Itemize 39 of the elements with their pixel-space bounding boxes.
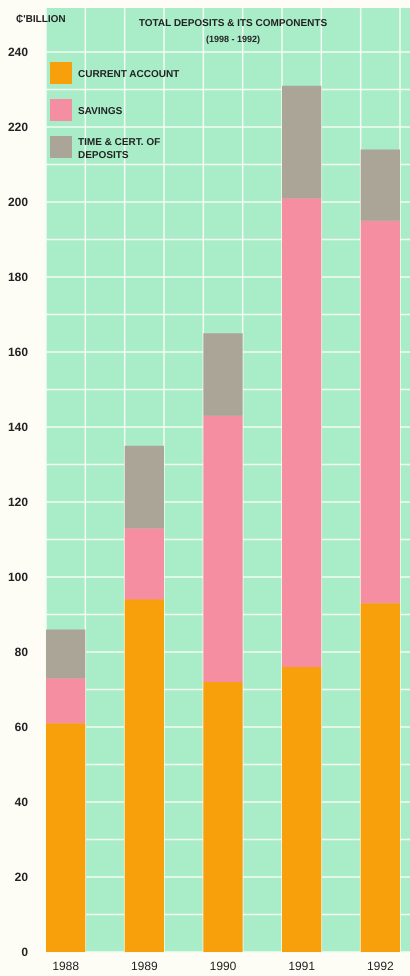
x-tick-label: 1992 (366, 959, 394, 973)
x-tick-label: 1989 (130, 959, 158, 973)
chart-subtitle: (1998 - 1992) (206, 34, 260, 44)
bar (124, 600, 164, 952)
y-tick-label: 140 (8, 420, 28, 434)
y-tick-label: 120 (8, 495, 28, 510)
y-tick-label: 240 (8, 45, 28, 60)
bar (124, 528, 164, 600)
bar (203, 333, 243, 416)
y-tick-label: 220 (8, 120, 28, 134)
y-tick-label: 160 (8, 345, 28, 360)
y-tick-label: 60 (14, 720, 28, 734)
bar (360, 603, 400, 952)
y-tick-label: 0 (21, 945, 28, 960)
bar (360, 220, 400, 604)
bar (282, 198, 322, 667)
y-tick-label: 180 (8, 270, 28, 284)
bar (203, 682, 243, 952)
y-tick-label: 80 (14, 645, 28, 660)
y-axis-title: ₵'BILLION (16, 14, 66, 25)
chart-title: TOTAL DEPOSITS & ITS COMPONENTS (138, 18, 328, 29)
x-tick-label: 1990 (210, 959, 237, 973)
legend-label: SAVINGS (78, 106, 123, 117)
y-tick-label: 40 (14, 795, 28, 810)
y-tick-label: 20 (14, 870, 28, 884)
legend-label: CURRENT ACCOUNT (78, 69, 180, 80)
legend-label: TIME & CERT. OF DEPOSITS (78, 137, 160, 161)
y-tick-label: 200 (8, 195, 28, 210)
bar (282, 667, 322, 952)
x-tick-label: 1991 (288, 959, 316, 973)
y-tick-label: 100 (8, 570, 28, 584)
bar (46, 678, 86, 724)
bar (46, 630, 86, 678)
x-tick-label: 1988 (52, 959, 80, 973)
bar (360, 150, 400, 221)
bar (282, 86, 322, 198)
bar (203, 416, 243, 682)
bar (124, 446, 164, 528)
bar (46, 723, 86, 952)
